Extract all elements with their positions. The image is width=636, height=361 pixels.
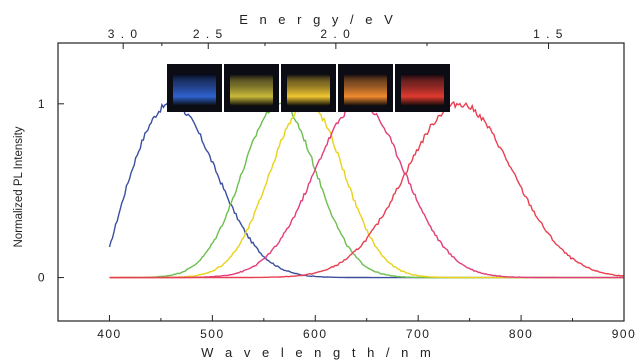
tick-group: 400 500 600 700 800 900 0 1 3 . 0 2 . 5 2 . 0 1 . 5 <box>38 27 636 341</box>
top-tick-label: 2 . 5 <box>193 27 224 41</box>
series-line <box>109 101 624 279</box>
series-line <box>109 102 624 279</box>
top-axis-title: E n e r g y / e V <box>239 12 397 27</box>
vial-glow <box>344 74 387 106</box>
y-axis-title: Normalized PL Intensity <box>13 126 25 247</box>
x-axis-title: W a v e l e n g t h / n m <box>201 345 435 360</box>
top-tick-label: 2 . 0 <box>320 27 351 41</box>
series-line <box>109 102 624 279</box>
plot-frame <box>57 42 625 322</box>
top-tick-label: 1 . 5 <box>533 27 564 41</box>
vial-glow <box>287 74 330 106</box>
top-tick-label: 3 . 0 <box>108 27 139 41</box>
vial-glow <box>230 74 273 106</box>
vial-glow <box>401 74 444 106</box>
x-tick-label: 600 <box>303 327 328 341</box>
y-tick-label: 1 <box>38 97 46 111</box>
inset-photos <box>167 64 450 112</box>
y-tick-label: 0 <box>38 271 46 285</box>
series-line <box>109 100 624 279</box>
x-tick-label: 800 <box>509 327 534 341</box>
series-line <box>108 100 624 279</box>
x-tick-label: 500 <box>200 327 225 341</box>
x-tick-label: 700 <box>406 327 431 341</box>
series-group <box>108 100 624 279</box>
x-tick-label: 900 <box>612 327 636 341</box>
vial-glow <box>173 74 216 106</box>
x-tick-label: 400 <box>97 327 122 341</box>
